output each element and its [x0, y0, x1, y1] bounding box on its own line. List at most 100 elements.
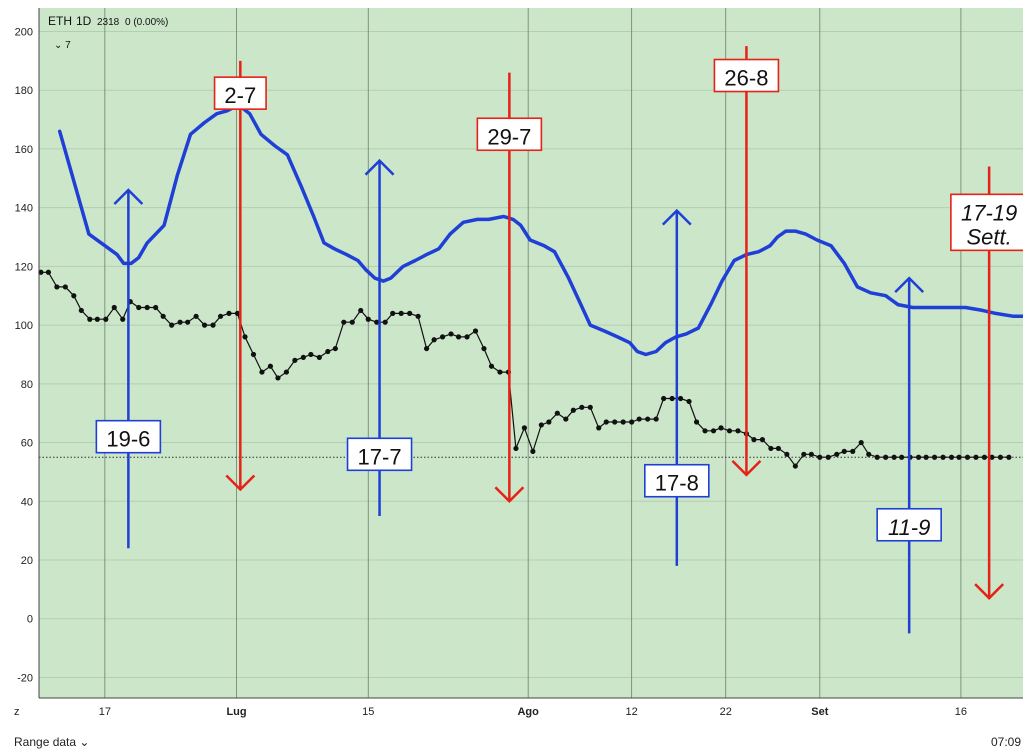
x-tick-label: 17: [99, 706, 111, 718]
change-value: 0 (0.00%): [125, 17, 168, 28]
black-series-point: [850, 448, 856, 454]
black-series-point: [374, 319, 380, 325]
black-series-point: [283, 369, 290, 375]
black-series-point: [735, 428, 741, 434]
black-series-point: [661, 395, 667, 402]
black-series-point: [144, 304, 150, 311]
black-series-point: [423, 345, 430, 352]
x-tick-label: 15: [362, 706, 374, 718]
black-series-point: [792, 463, 798, 469]
annotation-box: [644, 463, 710, 498]
indicator-toggle[interactable]: ⌄ 7: [54, 40, 71, 51]
black-series-point: [636, 416, 642, 422]
black-series-point: [751, 437, 757, 443]
annotation-box: [95, 419, 162, 454]
black-series-point: [973, 454, 979, 460]
annotation-arrow-head: [894, 276, 925, 294]
black-series-point: [325, 348, 331, 355]
black-series-point: [103, 316, 109, 322]
black-series-point: [579, 404, 585, 410]
black-series-point: [250, 351, 257, 358]
y-tick-label: 0: [27, 614, 33, 626]
symbol-label: ETH: [48, 14, 72, 28]
black-series-point: [899, 454, 905, 460]
annotation-box: [346, 437, 413, 472]
black-series-point: [841, 448, 847, 454]
black-series-point: [234, 310, 241, 316]
black-series-point: [308, 351, 314, 358]
black-series-point: [563, 416, 569, 422]
annotation-label: 2-7: [224, 83, 256, 108]
black-series-point: [891, 454, 897, 460]
black-series-point: [169, 322, 175, 328]
footer-bar: Range data ⌄ 07:09: [0, 726, 1023, 750]
black-series-point: [226, 310, 232, 316]
y-tick-label: 40: [21, 496, 33, 508]
black-series-point: [858, 439, 864, 446]
black-series-point: [177, 319, 183, 325]
black-series-point: [62, 284, 68, 290]
black-series-point: [923, 454, 929, 460]
black-series-point: [472, 328, 479, 334]
black-series-point: [883, 454, 889, 460]
black-series-point: [834, 451, 840, 457]
black-series-point: [1006, 454, 1012, 460]
black-series-point: [217, 313, 224, 319]
black-series-point: [382, 319, 388, 325]
black-series-point: [989, 454, 995, 460]
black-series-point: [677, 395, 684, 402]
black-series-point: [267, 363, 274, 369]
black-series-point: [784, 451, 790, 457]
chart-header: ETH 1D 2318 0 (0.00%) ⌄ 7: [48, 14, 168, 51]
black-series-point: [120, 316, 126, 322]
black-series-point: [185, 319, 191, 325]
x-tick-label: Set: [811, 706, 828, 718]
black-series-point: [718, 425, 724, 431]
axis-corner-label[interactable]: z: [14, 706, 20, 718]
x-tick-label: 12: [626, 706, 638, 718]
black-series-point: [997, 454, 1004, 460]
x-tick-label: Lug: [226, 706, 246, 718]
black-series-point: [45, 269, 52, 275]
black-series-point: [768, 445, 774, 452]
annotation-label: 17-7: [358, 444, 402, 469]
black-series-point: [759, 437, 766, 443]
annotation-box: [213, 76, 267, 110]
annotation-box: [876, 507, 942, 542]
black-series-point: [570, 407, 576, 413]
annotation-arrow-head: [113, 188, 144, 205]
black-series-point: [825, 454, 831, 460]
black-series-point: [801, 451, 807, 457]
black-series-point: [915, 454, 922, 460]
black-series-point: [332, 345, 338, 352]
y-tick-label: -20: [17, 672, 33, 684]
annotation-label: 17-19: [961, 200, 1017, 225]
black-series-point: [874, 454, 880, 460]
black-series-point: [431, 337, 437, 343]
black-series-point: [645, 416, 651, 422]
black-series-point: [481, 345, 487, 352]
black-series-point: [349, 319, 355, 325]
black-series-point: [448, 331, 454, 337]
x-tick-label: 16: [955, 706, 967, 718]
y-tick-label: 140: [15, 203, 33, 215]
black-series-point: [316, 354, 322, 361]
annotation-label: 11-9: [888, 515, 930, 540]
black-series-point: [620, 419, 626, 425]
y-tick-label: 100: [15, 320, 33, 332]
black-series-point: [940, 454, 946, 460]
black-series-point: [596, 425, 602, 431]
interval-label[interactable]: 1D: [76, 14, 92, 28]
range-data-dropdown[interactable]: Range data ⌄: [14, 735, 90, 749]
y-tick-label: 60: [21, 438, 33, 450]
black-series-point: [341, 319, 347, 325]
black-series-point: [398, 310, 404, 316]
black-series-point: [300, 354, 306, 361]
black-series-point: [292, 357, 298, 363]
black-series-point: [546, 419, 552, 425]
black-series-point: [439, 334, 446, 340]
black-series-point: [629, 419, 635, 425]
black-series-point: [201, 322, 208, 328]
